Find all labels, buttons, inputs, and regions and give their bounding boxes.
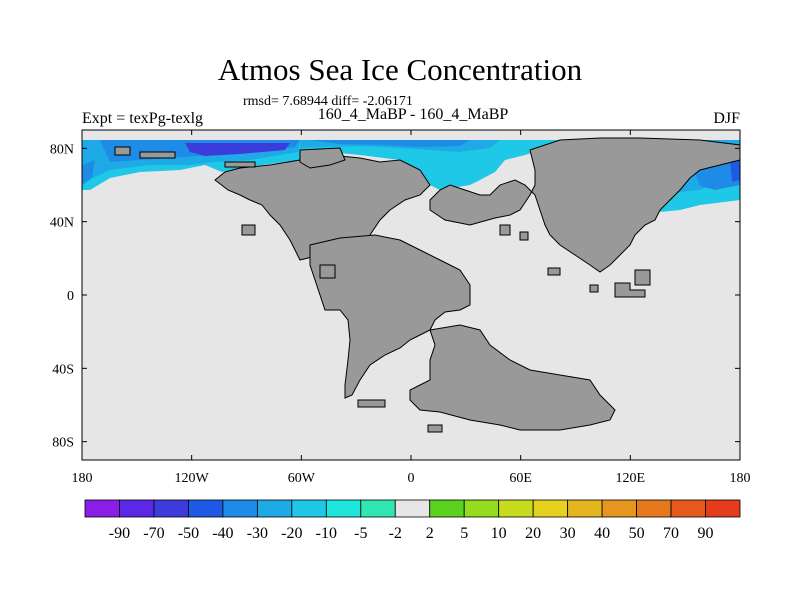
colorbar-label: 30: [560, 525, 576, 542]
colorbar-label: 50: [629, 525, 645, 542]
colorbar-label: -10: [316, 525, 337, 542]
colorbar-label: -5: [354, 525, 367, 542]
land-island-south-2: [427, 424, 443, 433]
colorbar-label: 70: [663, 525, 679, 542]
land-island-north-4: [519, 231, 529, 241]
land-eurasia: [429, 137, 741, 273]
colorbar-label: 90: [698, 525, 714, 542]
land-island-asia-2: [614, 282, 646, 298]
land-arctic-island-1: [114, 146, 131, 156]
land-south-america-africa: [309, 234, 471, 399]
colorbar-label: -90: [109, 525, 130, 542]
experiment-label: Expt = texPg-texlg: [82, 110, 204, 127]
colorbar-box: [532, 499, 569, 518]
y-tick-label: 40N: [50, 216, 74, 231]
x-tick-label: 60E: [509, 471, 532, 486]
x-tick-label: 120E: [616, 471, 646, 486]
colorbar-label: 2: [426, 525, 434, 542]
colorbar-label: -70: [143, 525, 164, 542]
x-tick-label: 0: [408, 471, 415, 486]
sea-ice-east-edge: [730, 158, 740, 182]
y-tick-label: 40S: [52, 362, 74, 377]
land-island-asia-4: [547, 267, 561, 276]
period-label: 160_4_MaBP - 160_4_MaBP: [317, 106, 509, 123]
colorbar-label: -20: [281, 525, 302, 542]
land-island-north-1: [241, 224, 256, 236]
colorbar-box: [222, 499, 258, 518]
land-arctic-island-3: [224, 161, 256, 168]
axis-ticks: 180 120W 60W 0 60E 120E 180 80N 40N 0 40S 80S: [50, 130, 751, 486]
colorbar-label: 40: [594, 525, 610, 542]
colorbar-label: -30: [247, 525, 268, 542]
colorbar: -90 -70 -50 -40 -30 -20 -10 -5 -2 2 5 10 20 30 40 50 70 9…: [84, 499, 741, 542]
land-arctic-island-2: [139, 151, 176, 159]
x-tick-label: 120W: [175, 471, 210, 486]
x-tick-label: 60W: [288, 471, 316, 486]
land-island-south-1: [357, 399, 386, 408]
x-tick-label: 180: [730, 471, 751, 486]
sea-ice-central-strong: [310, 140, 470, 147]
colorbar-label: -40: [212, 525, 233, 542]
y-tick-label: 0: [67, 289, 74, 304]
colorbar-box: [84, 499, 120, 518]
chart-title: Atmos Sea Ice Concentration: [217, 52, 583, 87]
colorbar-box: [429, 499, 465, 518]
land-greenland: [299, 147, 346, 169]
colorbar-box: [705, 499, 741, 518]
colorbar-box: [498, 499, 534, 518]
colorbar-box: [601, 499, 637, 518]
land-africa-south: [409, 324, 616, 431]
sea-ice-west-core: [185, 143, 290, 156]
colorbar-box: [153, 499, 189, 518]
colorbar-box: [188, 499, 224, 518]
y-tick-label: 80N: [50, 142, 74, 157]
colorbar-box: [463, 499, 500, 518]
y-tick-label: 80S: [52, 436, 74, 451]
colorbar-box: [636, 499, 672, 518]
colorbar-label: 10: [491, 525, 507, 542]
colorbar-box: [394, 499, 431, 518]
colorbar-box: [360, 499, 396, 518]
colorbar-label: -50: [178, 525, 199, 542]
land-island-north-3: [499, 224, 511, 236]
stats-line: rmsd= 7.68944 diff= -2.06171: [243, 94, 413, 109]
colorbar-box: [325, 499, 362, 518]
colorbar-box: [291, 499, 327, 518]
colorbar-box: [119, 499, 155, 518]
sea-ice-central: [300, 140, 545, 190]
map-area: [81, 129, 741, 461]
colorbar-box: [567, 499, 603, 518]
land-island-north-2: [319, 264, 336, 279]
season-label: DJF: [713, 110, 740, 127]
land-masses: [114, 137, 741, 433]
colorbar-box: [256, 499, 293, 518]
colorbar-label: -2: [389, 525, 402, 542]
land-island-asia-1: [634, 269, 651, 286]
colorbar-box: [670, 499, 706, 518]
colorbar-label: 5: [460, 525, 468, 542]
land-island-asia-3: [589, 284, 599, 293]
colorbar-label: 20: [525, 525, 541, 542]
sea-ice-west-edge: [82, 160, 95, 185]
x-tick-label: 180: [72, 471, 93, 486]
